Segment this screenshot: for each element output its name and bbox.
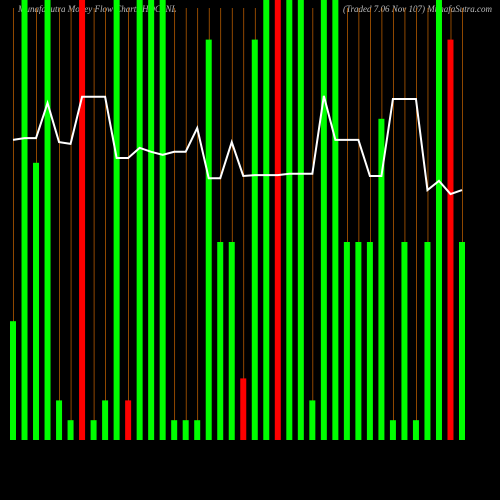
- bar: [148, 0, 155, 440]
- bar: [297, 0, 304, 440]
- bar: [378, 118, 385, 441]
- bar: [251, 39, 258, 440]
- bar: [447, 39, 454, 440]
- bar: [182, 420, 189, 440]
- bar: [125, 400, 132, 440]
- bar: [10, 321, 16, 440]
- bar: [217, 242, 224, 440]
- bar: [136, 0, 143, 440]
- bar: [424, 242, 431, 440]
- bar: [263, 0, 270, 440]
- bar: [56, 400, 63, 440]
- price-line: [12, 95, 463, 196]
- bar: [435, 0, 442, 440]
- bar: [401, 242, 408, 440]
- bar: [79, 0, 86, 440]
- chart-title: MunafaSutra Money Flow Charts HDC_NL: [17, 4, 177, 14]
- bar: [194, 420, 201, 440]
- bar: [33, 162, 40, 441]
- bar: [228, 242, 235, 440]
- bar: [102, 400, 109, 440]
- bar: [67, 420, 74, 440]
- bar: [171, 420, 178, 440]
- bar: [459, 242, 465, 440]
- bar: [159, 0, 166, 440]
- bar: [286, 0, 293, 440]
- bar: [240, 378, 247, 440]
- bar: [205, 39, 212, 440]
- bar: [21, 0, 28, 440]
- bar: [274, 0, 281, 440]
- bar: [320, 0, 327, 440]
- chart-subtitle: (Traded 7.06 Nov 107) MunafaSutra.com: [343, 4, 492, 14]
- bar: [355, 242, 362, 440]
- bar: [113, 0, 120, 440]
- bar: [332, 0, 339, 440]
- bar: [366, 242, 373, 440]
- bar: [412, 420, 419, 440]
- bar: [44, 0, 51, 440]
- bar: [343, 242, 350, 440]
- bar: [309, 400, 316, 440]
- bar: [389, 420, 396, 440]
- bar: [90, 420, 97, 440]
